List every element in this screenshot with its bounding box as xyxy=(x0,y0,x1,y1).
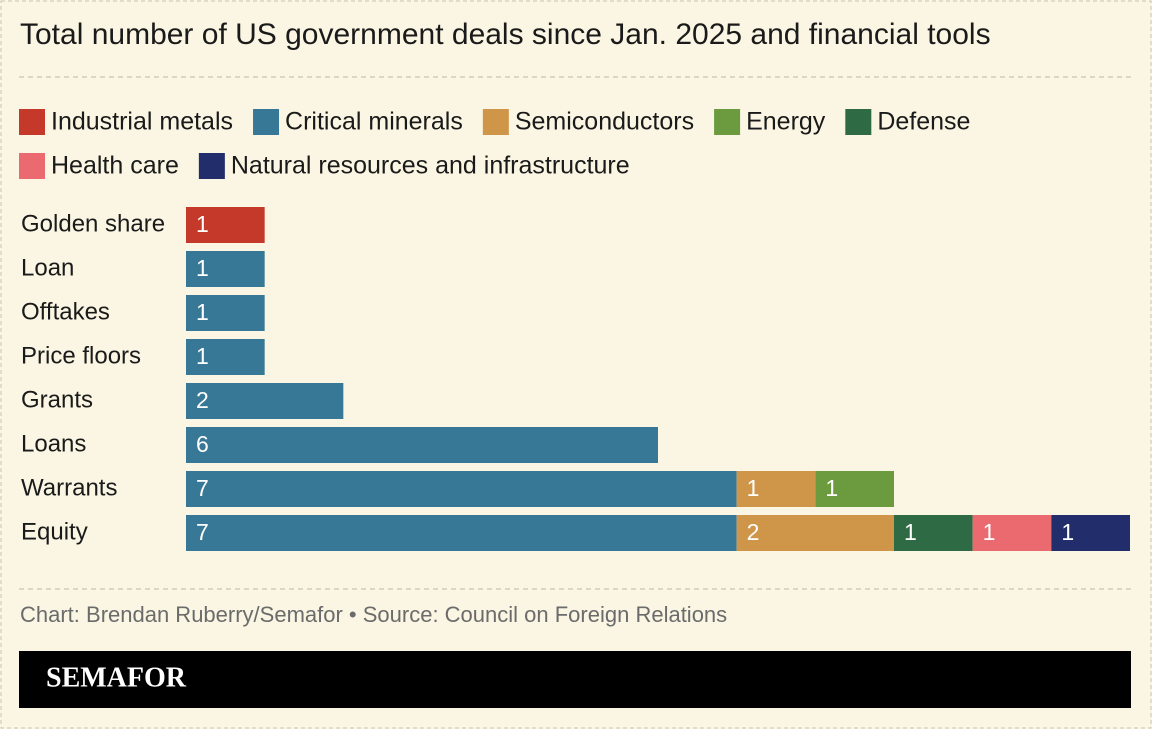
bar-segment xyxy=(186,427,658,463)
category-label: Equity xyxy=(21,518,88,545)
footer-band xyxy=(19,651,1131,708)
value-label: 1 xyxy=(196,299,209,325)
bar-segment xyxy=(1051,515,1130,551)
bar-segment xyxy=(736,471,816,507)
bar-segment xyxy=(972,515,1052,551)
bar-segment xyxy=(186,471,737,507)
value-label: 1 xyxy=(825,475,838,501)
legend-swatch xyxy=(253,109,280,135)
value-label: 2 xyxy=(747,519,760,545)
legend-swatch xyxy=(482,109,509,135)
source: Chart: Brendan Ruberry/Semafor • Source:… xyxy=(20,602,727,627)
value-label: 1 xyxy=(747,475,760,501)
value-label: 1 xyxy=(983,519,996,545)
category-label: Loans xyxy=(21,430,86,457)
legend-label: Defense xyxy=(877,108,970,136)
bar-segment xyxy=(186,515,737,551)
bar-segment xyxy=(815,471,894,507)
legend-swatch xyxy=(714,109,741,135)
bar-segment xyxy=(186,383,344,419)
value-label: 7 xyxy=(196,519,209,545)
legend-swatch xyxy=(845,109,872,135)
value-label: 1 xyxy=(1061,519,1074,545)
value-label: 7 xyxy=(196,475,209,501)
legend-label: Industrial metals xyxy=(51,108,233,136)
bar-segment xyxy=(186,295,265,331)
value-label: 6 xyxy=(196,431,209,457)
value-label: 1 xyxy=(196,211,209,237)
logo: SEMAFOR xyxy=(46,662,187,693)
bar-segment xyxy=(894,515,973,551)
legend-label: Health care xyxy=(51,152,179,180)
bar-segment xyxy=(736,515,894,551)
legend-label: Natural resources and infrastructure xyxy=(231,152,630,180)
value-label: 2 xyxy=(196,387,209,413)
legend-label: Semiconductors xyxy=(515,108,694,136)
legend-swatch xyxy=(198,153,225,179)
legend-swatch xyxy=(19,153,45,179)
legend-label: Critical minerals xyxy=(285,108,463,136)
value-label: 1 xyxy=(904,519,917,545)
legend-swatch xyxy=(19,109,45,135)
chart-title: Total number of US government deals sinc… xyxy=(20,18,991,51)
value-label: 1 xyxy=(196,255,209,281)
category-label: Grants xyxy=(21,386,93,413)
category-label: Golden share xyxy=(21,210,165,237)
bar-segment xyxy=(186,339,265,375)
bar-segment xyxy=(186,251,265,287)
value-label: 1 xyxy=(196,343,209,369)
legend-label: Energy xyxy=(746,108,826,136)
category-label: Loan xyxy=(21,254,74,281)
category-label: Warrants xyxy=(21,474,117,501)
bar-segment xyxy=(186,207,265,243)
category-label: Price floors xyxy=(21,342,141,369)
category-label: Offtakes xyxy=(21,298,110,325)
